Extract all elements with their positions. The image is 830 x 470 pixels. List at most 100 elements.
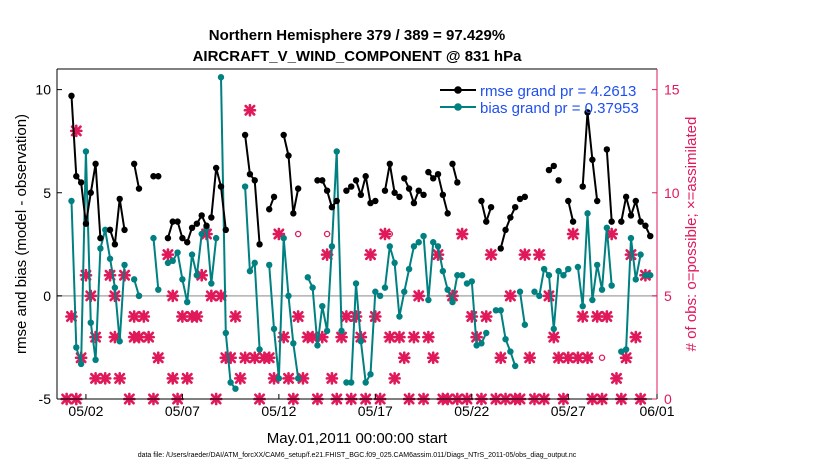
rmse-line-segment [499,206,517,249]
bias-point [425,296,432,304]
chart-title: Northern Hemisphere 379 / 389 = 97.429% [209,27,505,44]
rmse-point [212,164,220,172]
obs-assimilated-marker [561,351,575,365]
bias-point [280,234,287,242]
y-right-tick-label: 0 [664,391,672,407]
rmse-point [367,199,374,207]
rmse-point [391,189,398,196]
bias-point [314,342,321,349]
obs-assimilated-marker [205,289,218,303]
rmse-point [82,220,90,227]
obs-assimilated-marker [248,351,262,365]
obs-assimilated-marker [581,351,594,365]
y-left-tick-label: -5 [39,391,52,407]
bias-point [290,340,297,347]
bias-point [497,307,504,314]
bias-point [270,325,278,333]
rmse-point [343,187,350,194]
obs-possible-marker [386,230,394,238]
bias-point [362,379,369,386]
rmse-point [130,160,138,168]
obs-assimilated-marker [566,227,580,241]
y-left-tick-label: 5 [43,185,51,201]
rmse-point [208,214,215,221]
rmse-point [280,131,287,139]
rmse-point [116,195,123,203]
rmse-point [555,177,562,184]
bias-point [574,263,582,271]
bias-point [135,292,143,300]
rmse-point [622,193,630,201]
y-left-tick-label: 10 [35,82,51,98]
bias-point [343,379,350,386]
rmse-point [285,152,292,159]
bias-point [193,272,201,279]
rmse-point [439,191,447,199]
rmse-point [106,226,114,234]
bias-point [545,272,553,279]
bias-point [212,234,220,242]
rmse-point [333,197,340,205]
bias-point [179,276,186,283]
rmse-point [502,226,509,234]
obs-assimilated-marker [494,351,508,365]
bias-point [521,321,529,328]
rmse-point [579,183,586,190]
legend: rmse grand pr = 4.2613 bias grand pr = 0… [440,83,639,117]
bias-point [222,329,230,337]
rmse-point [246,170,254,178]
plot-frame [56,68,658,400]
rmse-point [497,245,504,252]
bias-point [430,239,437,246]
rmse-point [174,218,181,225]
bias-point [102,226,109,234]
bias-point [155,286,162,293]
rmse-line-segment [567,200,575,222]
bias-point [92,356,99,364]
bias-point [598,286,606,293]
rmse-point [521,193,529,201]
bias-point [439,267,447,275]
rmse-line-segment [282,134,300,215]
bias-point [82,148,90,155]
rmse-point [642,222,649,229]
obs-assimilated-marker [523,351,537,365]
x-tick-label: 05/07 [165,403,200,419]
rmse-point [323,187,331,194]
rmse-point [319,177,326,184]
obs-assimilated-marker [619,351,633,365]
obs-assimilated-marker [590,310,604,323]
obs-assimilated-marker [378,227,392,241]
rmse-line-segment [133,163,140,189]
bias-point [376,292,384,300]
rmse-line-segment [605,149,613,222]
obs-assimilated-marker [282,372,295,385]
bias-point [478,340,485,347]
rmse-point [483,218,490,225]
x-tick-label: 05/22 [454,403,489,419]
bias-point [348,379,355,386]
rmse-point [603,146,611,153]
obs-assimilated-marker [335,330,348,344]
bias-point [232,385,239,392]
bias-point [169,257,176,265]
bias-point [184,298,191,306]
bias-point [294,375,302,382]
obs-assimilated-marker [113,372,127,385]
bias-point [507,348,514,355]
bias-point [536,292,543,300]
rmse-point [256,241,263,248]
bias-point [420,232,427,240]
bias-point [622,346,630,353]
rmse-point [150,173,157,180]
bias-point [444,286,451,293]
rmse-point [188,224,196,232]
bias-point [227,379,234,386]
rmse-point [266,206,273,213]
rmse-point [155,173,162,180]
rmse-point [193,220,201,227]
obs-assimilated-marker [397,351,411,365]
bias-point [449,298,456,306]
bias-line-segment [519,291,526,325]
bias-line-segment [306,150,343,347]
